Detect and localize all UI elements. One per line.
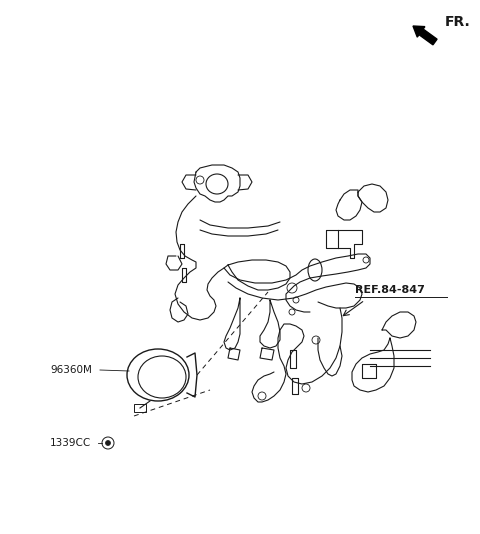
Text: 96360M: 96360M (50, 365, 92, 375)
FancyArrow shape (413, 26, 437, 45)
Text: FR.: FR. (445, 15, 471, 29)
Bar (134, 404, 146, 412)
Circle shape (106, 441, 110, 445)
Text: REF.84-847: REF.84-847 (355, 285, 425, 295)
Text: 1339CC: 1339CC (50, 438, 91, 448)
